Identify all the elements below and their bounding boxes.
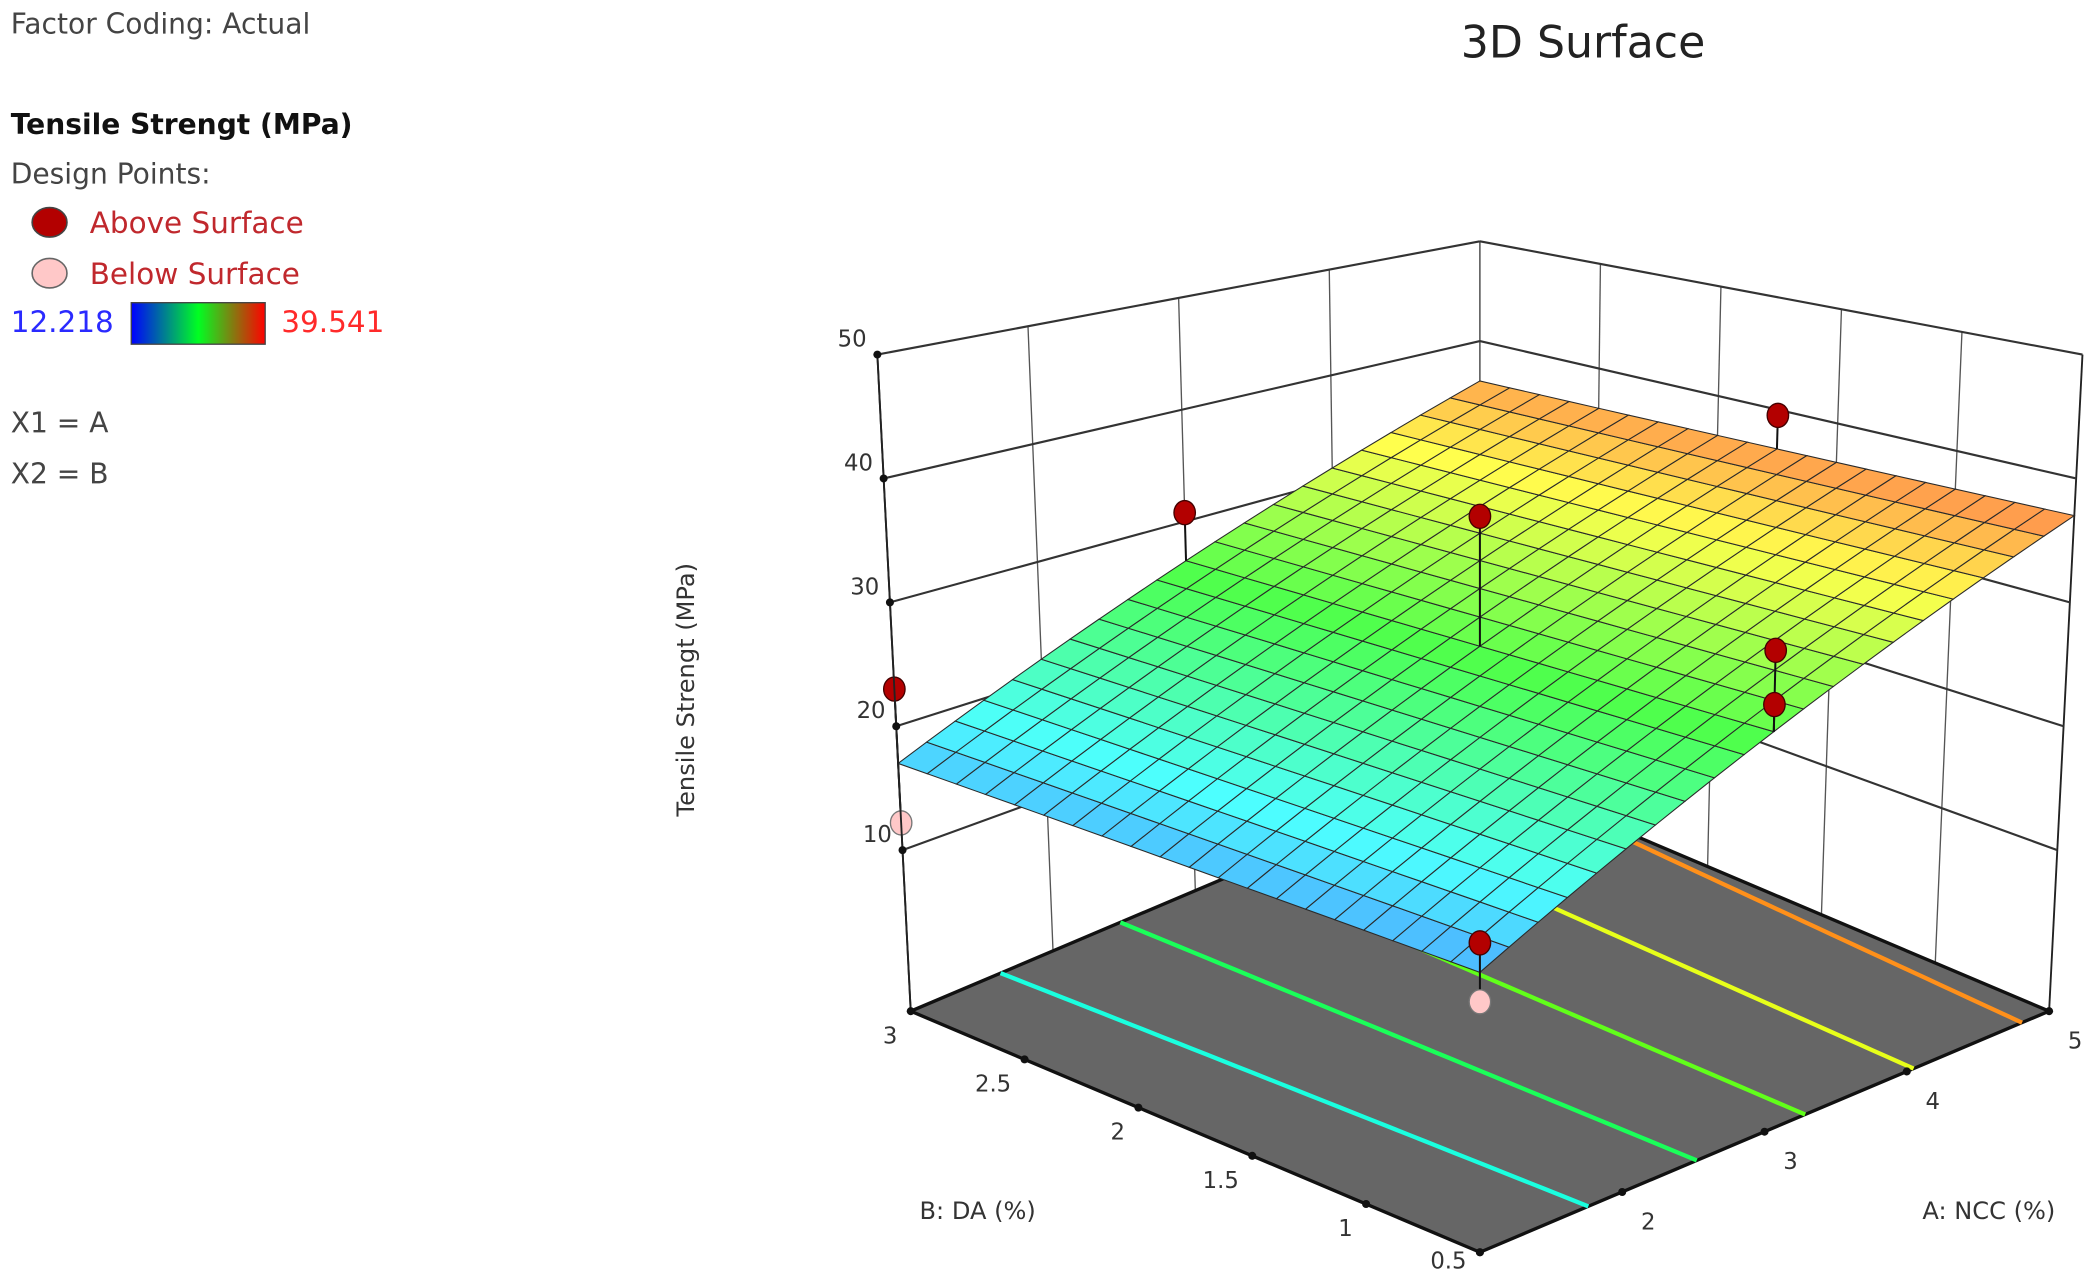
design-points-label: Design Points: (11, 157, 211, 190)
wall-gridline (877, 240, 1481, 356)
z-tick-mark (898, 846, 907, 855)
a-tick-mark (1760, 1127, 1769, 1136)
z-tick-mark (892, 722, 901, 731)
z-tick-mark (885, 598, 894, 607)
b-tick-label: 2.5 (975, 1072, 1011, 1098)
a-axis-title: A: NCC (%) (1922, 1197, 2055, 1225)
z-tick-mark (879, 474, 888, 483)
b-axis-title: B: DA (%) (920, 1197, 1036, 1225)
z-axis-title: Tensile Strengt (MPa) (672, 563, 700, 818)
z-tick-label: 40 (844, 450, 873, 476)
z-tick-label: 20 (857, 698, 886, 724)
z-tick-label: 50 (838, 327, 867, 353)
color-max-label: 39.541 (281, 305, 384, 339)
design-point-above (1468, 503, 1492, 530)
a-tick-label: 4 (1926, 1089, 1940, 1115)
b-tick-label: 1 (1338, 1216, 1352, 1242)
wall-gridline (1934, 331, 1963, 963)
z-axis-line (876, 354, 912, 1012)
x2-mapping-label: X2 = B (11, 457, 109, 490)
b-tick-label: 3 (883, 1023, 897, 1049)
wall-gridline (1479, 240, 2083, 356)
b-tick-mark (1475, 1248, 1484, 1257)
a-tick-mark (1618, 1187, 1627, 1196)
a-tick-label: 1 (1499, 1270, 1513, 1271)
design-point-above (1763, 691, 1786, 718)
design-point-above (1173, 499, 1197, 526)
below-surface-label: Below Surface (90, 257, 300, 291)
wall-gridline (883, 340, 1481, 480)
a-tick-label: 5 (2068, 1029, 2082, 1055)
a-tick-label: 2 (1641, 1209, 1655, 1235)
b-tick-mark (1248, 1151, 1257, 1160)
design-point-above (1764, 637, 1788, 664)
contour-line (1119, 920, 1698, 1163)
b-tick-mark (906, 1007, 915, 1016)
wall-gridline (1027, 326, 1054, 951)
legend: Factor Coding: Actual Tensile Strengt (M… (11, 7, 385, 490)
b-tick-label: 0.5 (1430, 1248, 1466, 1271)
b-tick-mark (1134, 1103, 1143, 1112)
a-tick-mark (2045, 1007, 2054, 1016)
b-tick-label: 2 (1111, 1120, 1125, 1146)
surface-cell (1448, 380, 1512, 406)
design-point-above (1468, 930, 1492, 956)
design-point-below (1468, 989, 1492, 1015)
z-tick-label: 30 (850, 574, 879, 600)
above-surface-label: Above Surface (90, 206, 304, 240)
factor-coding-label: Factor Coding: Actual (11, 7, 311, 40)
b-tick-mark (1362, 1200, 1371, 1209)
color-scale-bar (130, 302, 266, 345)
design-points (882, 402, 1790, 1015)
axis-ticks: 10 20 30 40 50 1 2 3 4 5 0.5 1 1.5 2 2.5 3 (838, 327, 2083, 1271)
a-tick-mark (1902, 1067, 1911, 1076)
design-point-above (1766, 402, 1790, 429)
a-tick-label: 3 (1783, 1149, 1797, 1175)
b-tick-mark (1020, 1055, 1029, 1064)
z-tick-label: 10 (863, 822, 892, 848)
x1-mapping-label: X1 = A (11, 407, 109, 440)
response-label: Tensile Strengt (MPa) (11, 108, 353, 141)
above-surface-marker-icon (31, 206, 68, 238)
b-tick-label: 1.5 (1203, 1168, 1239, 1194)
z-tick-mark (873, 350, 882, 359)
below-surface-marker-icon (31, 257, 68, 289)
wall-gridline (2048, 354, 2084, 1012)
color-min-label: 12.218 (11, 305, 114, 339)
response-surface (897, 380, 2076, 973)
chart-title: 3D Surface (1461, 18, 1706, 69)
contour-line (999, 971, 1590, 1209)
